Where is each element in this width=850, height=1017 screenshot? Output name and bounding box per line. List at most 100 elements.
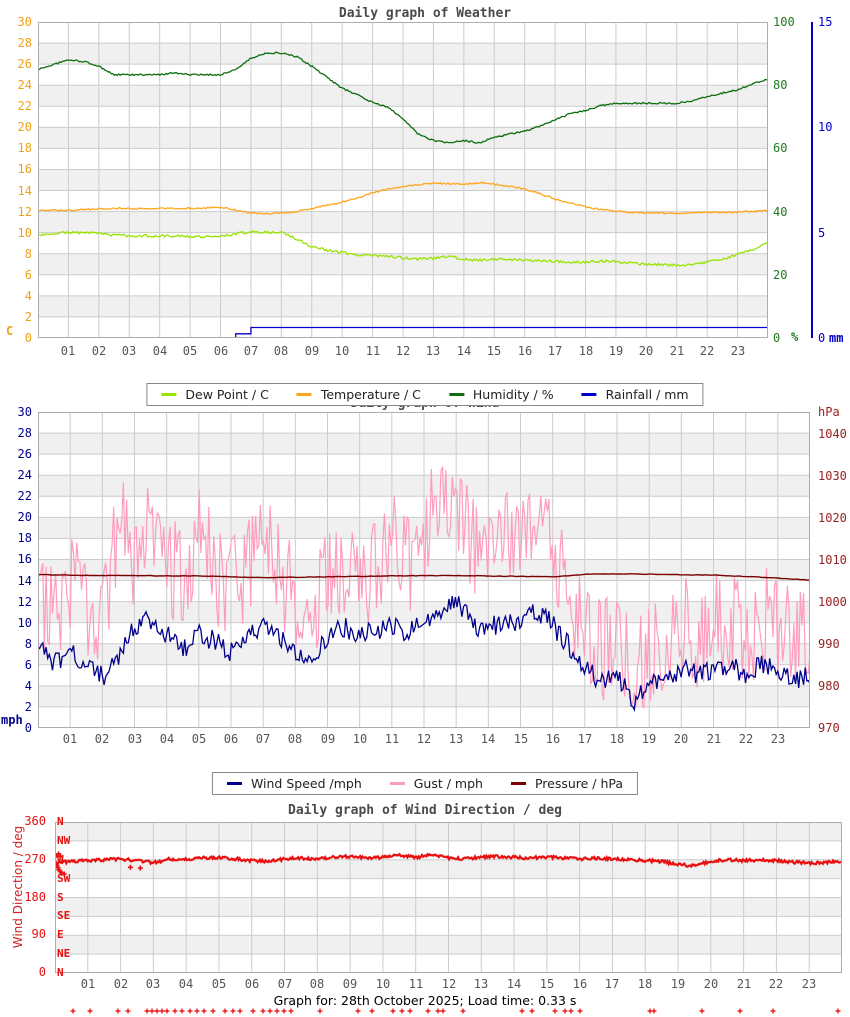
- direction-axis-tick: 90: [31, 927, 46, 941]
- x-tick-label: 19: [670, 977, 686, 991]
- x-tick-label: 15: [513, 732, 529, 746]
- legend-swatch: [581, 393, 597, 396]
- wind-axis-tick: 6: [24, 658, 32, 672]
- humidity-axis-tick: 60: [773, 141, 788, 155]
- x-tick-label: 07: [243, 344, 259, 358]
- mm-axis-line: [811, 22, 813, 338]
- legend-swatch: [510, 782, 526, 785]
- x-tick-label: 17: [604, 977, 620, 991]
- x-tick-label: 21: [706, 732, 722, 746]
- x-tick-label: 03: [127, 732, 143, 746]
- direction-axis-tick: 360: [24, 814, 46, 828]
- marker-strip: [0, 1003, 850, 1017]
- x-tick-label: 14: [456, 344, 472, 358]
- temp-axis-tick: 6: [24, 268, 32, 282]
- temp-axis-tick: 10: [17, 226, 32, 240]
- legend-swatch: [296, 393, 312, 396]
- series-dew_point: [38, 229, 769, 267]
- wind-direction-chart-title: Daily graph of Wind Direction / deg: [288, 803, 562, 818]
- x-tick-label: 16: [517, 344, 533, 358]
- temp-axis-tick: 4: [24, 289, 32, 303]
- x-tick-label: 06: [244, 977, 260, 991]
- x-tick-label: 02: [91, 344, 107, 358]
- rain-axis-tick: 5: [818, 226, 826, 240]
- humidity-axis-tick: 0: [773, 331, 781, 345]
- x-tick-label: 05: [211, 977, 227, 991]
- x-tick-label: 10: [352, 732, 368, 746]
- x-tick-label: 07: [255, 732, 271, 746]
- x-tick-label: 01: [80, 977, 96, 991]
- x-tick-label: 13: [425, 344, 441, 358]
- x-tick-label: 08: [273, 344, 289, 358]
- x-tick-label: 08: [287, 732, 303, 746]
- compass-tick-n: N: [57, 966, 64, 979]
- wind-axis-tick: 16: [17, 552, 32, 566]
- humidity-axis-tick: 20: [773, 268, 788, 282]
- legend-label: Pressure / hPa: [534, 776, 624, 791]
- legend-item: Dew Point / C: [161, 387, 269, 402]
- x-tick-label: 19: [641, 732, 657, 746]
- x-tick-label: 17: [547, 344, 563, 358]
- legend-label: Gust / mph: [413, 776, 483, 791]
- wind-axis-tick: 8: [24, 637, 32, 651]
- graph-footer: Graph for: 28th October 2025; Load time:…: [273, 993, 577, 1008]
- x-tick-label: 20: [673, 732, 689, 746]
- pressure-axis-unit: hPa: [818, 405, 840, 419]
- x-tick-label: 14: [506, 977, 522, 991]
- legend-label: Rainfall / mm: [605, 387, 689, 402]
- x-tick-label: 08: [309, 977, 325, 991]
- weather-chart-legend: Dew Point / C Temperature / C Humidity / %…: [146, 383, 704, 406]
- x-tick-label: 18: [609, 732, 625, 746]
- x-tick-label: 18: [578, 344, 594, 358]
- series-wind_direction: [54, 852, 843, 869]
- x-tick-label: 12: [395, 344, 411, 358]
- wind-axis-tick: 10: [17, 616, 32, 630]
- legend-item: Pressure / hPa: [510, 776, 624, 791]
- legend-swatch: [226, 782, 242, 785]
- pressure-axis-tick: 1010: [818, 553, 847, 567]
- temp-axis-tick: 28: [17, 36, 32, 50]
- humidity-axis-tick: 80: [773, 78, 788, 92]
- x-tick-label: 21: [669, 344, 685, 358]
- legend-swatch: [389, 782, 405, 785]
- x-tick-label: 05: [191, 732, 207, 746]
- humidity-axis-tick: 40: [773, 205, 788, 219]
- temp-axis-tick: 18: [17, 141, 32, 155]
- weather-chart-title: Daily graph of Weather: [338, 6, 512, 21]
- x-tick-label: 07: [277, 977, 293, 991]
- series-humidity: [37, 51, 769, 144]
- direction-axis-tick: 180: [24, 890, 46, 904]
- legend-label: Temperature / C: [320, 387, 421, 402]
- pressure-axis-tick: 1020: [818, 511, 847, 525]
- x-tick-label: 18: [637, 977, 653, 991]
- temp-axis-tick: 14: [17, 184, 32, 198]
- x-tick-label: 17: [577, 732, 593, 746]
- x-tick-label: 20: [638, 344, 654, 358]
- temp-axis-tick: 12: [17, 205, 32, 219]
- x-tick-label: 13: [473, 977, 489, 991]
- wind-axis-tick: 20: [17, 510, 32, 524]
- x-tick-label: 23: [730, 344, 746, 358]
- compass-tick-nw: NW: [57, 834, 71, 847]
- series-gust: [37, 466, 811, 709]
- compass-tick-e: E: [57, 928, 64, 941]
- x-tick-label: 20: [703, 977, 719, 991]
- legend-swatch: [448, 393, 464, 396]
- rain-axis-tick: 15: [818, 15, 833, 29]
- wind-axis-tick: 22: [17, 489, 32, 503]
- x-tick-label: 22: [699, 344, 715, 358]
- wind-axis-tick: 2: [24, 700, 32, 714]
- x-tick-label: 13: [448, 732, 464, 746]
- x-tick-label: 01: [62, 732, 78, 746]
- pressure-axis-tick: 1030: [818, 469, 847, 483]
- x-tick-label: 06: [213, 344, 229, 358]
- wind-axis-tick: 18: [17, 531, 32, 545]
- legend-label: Humidity / %: [472, 387, 554, 402]
- humidity-axis-tick: 100: [773, 15, 795, 29]
- temp-axis-tick: 24: [17, 78, 32, 92]
- x-tick-label: 04: [159, 732, 175, 746]
- temp-axis-tick: 20: [17, 120, 32, 134]
- legend-label: Dew Point / C: [185, 387, 269, 402]
- x-tick-label: 09: [342, 977, 358, 991]
- temp-axis-tick: 26: [17, 57, 32, 71]
